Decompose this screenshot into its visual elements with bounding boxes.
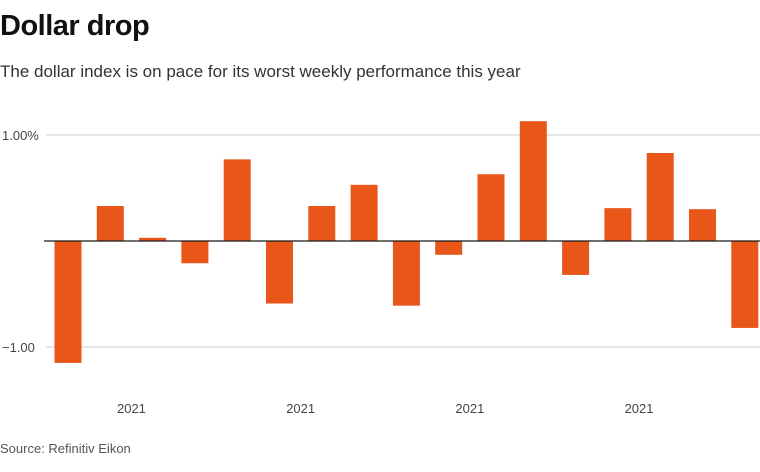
x-tick-labels: 2021 2021 2021 2021 bbox=[117, 401, 654, 416]
x-tick-label: 2021 bbox=[455, 401, 484, 416]
bar bbox=[689, 209, 716, 241]
bar bbox=[223, 159, 251, 241]
bar bbox=[266, 241, 293, 304]
chart-title: Dollar drop bbox=[0, 10, 150, 42]
bar bbox=[308, 206, 336, 241]
bar bbox=[139, 237, 167, 241]
bar-chart: 1.00% −1.00 2021 2021 2021 2021 bbox=[2, 121, 760, 416]
chart-subtitle: The dollar index is on pace for its wors… bbox=[0, 62, 521, 81]
bar bbox=[96, 206, 124, 241]
bar bbox=[435, 241, 463, 255]
y-tick-label: −1.00 bbox=[2, 340, 35, 355]
bar bbox=[562, 241, 590, 275]
bar bbox=[477, 174, 505, 241]
bar bbox=[350, 184, 378, 241]
bar bbox=[519, 121, 547, 241]
bar bbox=[731, 241, 759, 328]
bar bbox=[181, 241, 209, 264]
bars bbox=[44, 121, 760, 363]
bar bbox=[392, 241, 420, 306]
source-note: Source: Refinitiv Eikon bbox=[0, 441, 131, 456]
y-tick-label: 1.00% bbox=[2, 128, 39, 143]
x-tick-label: 2021 bbox=[625, 401, 654, 416]
x-tick-label: 2021 bbox=[286, 401, 315, 416]
bar bbox=[646, 153, 674, 241]
x-tick-label: 2021 bbox=[117, 401, 146, 416]
bar bbox=[54, 241, 82, 363]
y-tick-labels: 1.00% −1.00 bbox=[2, 128, 39, 355]
gridlines bbox=[46, 134, 760, 348]
bar bbox=[604, 208, 632, 241]
